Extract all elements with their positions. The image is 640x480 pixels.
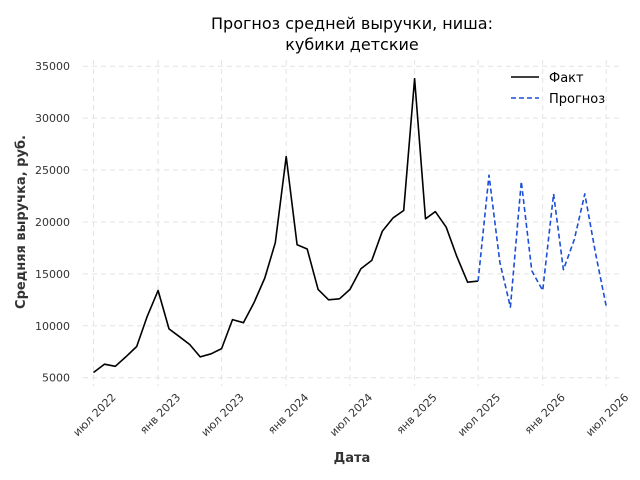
axis-ticks: 5000 10000 15000 20000 25000 30000 35000 июл 20… [35,60,631,439]
x-tick-label: июл 2023 [199,391,247,439]
plot-area [93,77,607,374]
legend-label-forecast: Прогноз [549,92,605,107]
y-tick-label: 35000 [35,60,70,73]
y-tick-label: 5000 [42,372,70,385]
y-tick-label: 25000 [35,164,70,177]
y-tick-label: 15000 [35,268,70,281]
series-line-fact [93,77,479,374]
x-tick-label: янв 2023 [137,391,183,437]
legend: Факт Прогноз [511,71,605,107]
grid [83,60,622,386]
x-tick-label: июл 2026 [583,391,631,439]
x-tick-label: июл 2025 [455,391,503,439]
x-tick-label: янв 2025 [394,391,440,437]
y-tick-label: 30000 [35,112,70,125]
y-axis-label: Средняя выручка, руб. [14,135,29,309]
x-axis-label: Дата [334,451,371,466]
series-line-forecast [477,174,607,308]
x-tick-label: янв 2024 [265,391,311,437]
chart-title-line-1: Прогноз средней выручки, ниша: [211,14,493,33]
legend-label-fact: Факт [549,71,584,86]
chart-title-line-2: кубики детские [285,35,418,54]
y-tick-label: 10000 [35,320,70,333]
x-tick-label: июл 2022 [71,391,119,439]
y-tick-label: 20000 [35,216,70,229]
x-tick-label: янв 2026 [522,391,568,437]
x-tick-label: июл 2024 [327,391,375,439]
